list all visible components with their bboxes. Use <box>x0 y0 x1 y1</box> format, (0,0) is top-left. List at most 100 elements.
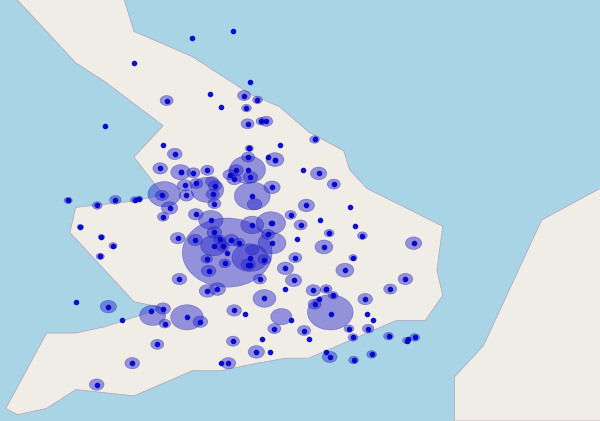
Ellipse shape <box>241 216 263 234</box>
Ellipse shape <box>327 179 340 189</box>
Ellipse shape <box>320 285 332 293</box>
Ellipse shape <box>256 212 286 234</box>
Ellipse shape <box>201 265 216 277</box>
Ellipse shape <box>241 259 256 270</box>
Ellipse shape <box>322 351 337 362</box>
Ellipse shape <box>358 232 367 240</box>
Ellipse shape <box>161 202 178 214</box>
Ellipse shape <box>253 274 266 284</box>
Ellipse shape <box>206 189 219 199</box>
Ellipse shape <box>247 199 262 210</box>
Ellipse shape <box>294 220 307 230</box>
Ellipse shape <box>89 379 104 390</box>
Ellipse shape <box>310 136 319 143</box>
Ellipse shape <box>219 259 230 268</box>
Ellipse shape <box>243 171 258 183</box>
Ellipse shape <box>227 305 242 316</box>
Ellipse shape <box>232 244 268 272</box>
Ellipse shape <box>201 165 214 175</box>
Ellipse shape <box>256 117 266 125</box>
Ellipse shape <box>245 145 253 152</box>
Ellipse shape <box>308 299 321 309</box>
Ellipse shape <box>206 176 218 187</box>
Ellipse shape <box>349 254 357 261</box>
Ellipse shape <box>153 163 167 174</box>
Ellipse shape <box>286 274 302 287</box>
Ellipse shape <box>100 300 116 313</box>
Polygon shape <box>454 189 600 421</box>
Ellipse shape <box>208 199 221 209</box>
Ellipse shape <box>224 234 239 246</box>
Ellipse shape <box>172 273 187 285</box>
Ellipse shape <box>136 196 142 201</box>
Ellipse shape <box>306 285 321 296</box>
Ellipse shape <box>315 240 333 254</box>
Ellipse shape <box>233 238 245 247</box>
Ellipse shape <box>221 357 236 369</box>
Ellipse shape <box>258 232 286 254</box>
Ellipse shape <box>156 303 170 314</box>
Ellipse shape <box>226 336 239 346</box>
Ellipse shape <box>324 229 334 237</box>
Ellipse shape <box>336 263 354 277</box>
Ellipse shape <box>157 212 169 221</box>
Ellipse shape <box>188 209 203 220</box>
Ellipse shape <box>223 170 236 180</box>
Ellipse shape <box>266 153 284 167</box>
Ellipse shape <box>234 182 270 210</box>
Ellipse shape <box>229 165 243 176</box>
Ellipse shape <box>199 285 215 297</box>
Ellipse shape <box>406 237 422 250</box>
Ellipse shape <box>96 253 104 259</box>
Ellipse shape <box>170 232 185 244</box>
Ellipse shape <box>209 283 226 295</box>
Ellipse shape <box>148 181 181 207</box>
Ellipse shape <box>410 334 419 341</box>
Ellipse shape <box>207 227 222 238</box>
Ellipse shape <box>187 168 200 178</box>
Ellipse shape <box>125 357 140 369</box>
Ellipse shape <box>109 242 117 249</box>
Ellipse shape <box>403 337 410 344</box>
Ellipse shape <box>328 292 338 299</box>
Ellipse shape <box>398 273 413 285</box>
Ellipse shape <box>201 236 227 256</box>
Ellipse shape <box>171 165 190 180</box>
Ellipse shape <box>298 199 314 212</box>
Ellipse shape <box>358 293 373 305</box>
Ellipse shape <box>98 234 104 240</box>
Ellipse shape <box>182 218 272 287</box>
Ellipse shape <box>159 319 170 328</box>
Ellipse shape <box>238 91 251 101</box>
Ellipse shape <box>384 284 397 294</box>
Ellipse shape <box>367 351 377 358</box>
Ellipse shape <box>285 210 296 219</box>
Polygon shape <box>0 0 443 415</box>
Ellipse shape <box>242 104 251 112</box>
Ellipse shape <box>130 197 139 203</box>
Ellipse shape <box>246 245 259 255</box>
Ellipse shape <box>253 290 276 307</box>
Ellipse shape <box>362 324 374 333</box>
Ellipse shape <box>289 253 302 263</box>
Ellipse shape <box>64 197 72 204</box>
Ellipse shape <box>349 356 358 364</box>
Ellipse shape <box>253 96 262 104</box>
Ellipse shape <box>242 152 254 162</box>
Ellipse shape <box>201 254 212 263</box>
Ellipse shape <box>193 316 208 328</box>
Ellipse shape <box>258 254 271 264</box>
Ellipse shape <box>248 346 265 358</box>
Ellipse shape <box>188 234 202 246</box>
Ellipse shape <box>277 262 293 274</box>
Ellipse shape <box>268 324 281 334</box>
Ellipse shape <box>241 119 254 129</box>
Ellipse shape <box>208 181 221 191</box>
Ellipse shape <box>264 181 280 194</box>
Ellipse shape <box>216 241 229 251</box>
Ellipse shape <box>160 96 173 106</box>
Ellipse shape <box>151 339 164 349</box>
Ellipse shape <box>191 177 224 203</box>
Ellipse shape <box>271 309 292 325</box>
Ellipse shape <box>199 210 223 229</box>
